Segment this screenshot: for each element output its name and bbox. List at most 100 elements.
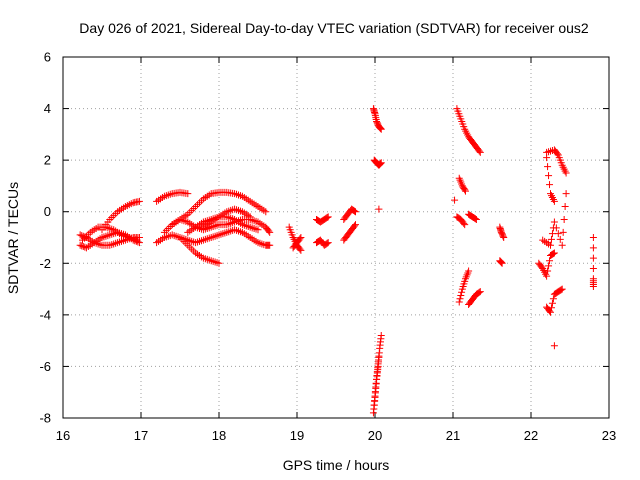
data-point <box>465 267 473 275</box>
data-point <box>589 254 597 262</box>
data-point <box>547 304 555 312</box>
data-point <box>548 230 556 238</box>
series-arc-23 <box>453 105 484 156</box>
data-point <box>557 286 565 294</box>
x-tick-label: 22 <box>524 428 538 443</box>
data-point <box>471 215 479 223</box>
series-arc-31 <box>496 257 506 267</box>
data-point <box>554 230 562 238</box>
data-point <box>78 242 86 250</box>
data-point <box>549 295 557 303</box>
data-point <box>562 169 570 177</box>
data-point <box>297 246 305 254</box>
data-point <box>547 241 554 249</box>
data-point <box>476 288 484 296</box>
data-point <box>550 218 558 226</box>
data-point <box>561 203 569 211</box>
x-tick-label: 20 <box>368 428 382 443</box>
data-point <box>254 226 262 234</box>
data-point <box>375 205 383 213</box>
series-arc-16 <box>340 221 359 244</box>
data-point <box>475 147 483 155</box>
data-point <box>547 308 554 316</box>
data-point <box>545 262 553 270</box>
data-point <box>133 236 141 244</box>
data-point <box>553 150 561 158</box>
data-point <box>560 215 568 223</box>
data-point <box>475 288 483 296</box>
data-point <box>548 299 556 307</box>
data-point <box>323 214 331 222</box>
series-arc-9 <box>176 226 274 249</box>
grid <box>63 57 609 418</box>
data-point <box>351 222 359 230</box>
data-point <box>589 282 597 290</box>
y-tick-label: 6 <box>44 50 51 65</box>
data-point <box>352 221 359 229</box>
x-axis-label: GPS time / hours <box>283 457 390 473</box>
y-axis-label: SDTVAR / TECUs <box>5 182 21 294</box>
series-arc-15 <box>313 236 332 249</box>
data-point <box>215 259 223 267</box>
data-point <box>296 235 304 243</box>
data-point <box>472 215 480 223</box>
data-point <box>460 219 468 227</box>
data-point <box>262 208 270 216</box>
data-point <box>552 224 560 232</box>
data-point <box>461 221 469 229</box>
series-arc-25 <box>451 196 459 204</box>
data-point <box>246 213 254 221</box>
data-point <box>543 272 551 280</box>
data-point <box>376 160 384 168</box>
series-arc-18 <box>369 105 385 133</box>
data-point <box>377 125 385 133</box>
data-point <box>76 231 84 239</box>
data-point <box>266 241 274 249</box>
y-tick-label: 0 <box>44 204 51 219</box>
data-point <box>546 257 554 265</box>
series-arc-22 <box>370 352 383 409</box>
data-point <box>451 196 459 204</box>
data-point <box>546 181 554 189</box>
data-point <box>547 235 555 243</box>
series-arc-17 <box>340 205 359 223</box>
data-point <box>549 250 557 258</box>
data-point <box>184 190 192 198</box>
y-tick-label: -4 <box>39 307 51 322</box>
data-point <box>352 208 359 216</box>
data-point <box>550 342 558 350</box>
data-point <box>265 227 273 235</box>
data-point <box>497 258 505 266</box>
data-point <box>589 264 597 272</box>
series-arc-14 <box>313 213 332 226</box>
x-tick-label: 18 <box>212 428 226 443</box>
data-point <box>297 234 305 241</box>
x-tick-label: 17 <box>134 428 148 443</box>
data-point <box>351 207 359 215</box>
series-arc-34 <box>539 190 570 249</box>
data-point <box>377 159 385 167</box>
series-arc-28 <box>455 267 473 306</box>
y-tick-label: 4 <box>44 101 51 116</box>
data-point <box>376 124 384 132</box>
data-point <box>545 172 553 180</box>
data-point <box>377 125 385 133</box>
data-point <box>543 154 551 162</box>
chart-title: Day 026 of 2021, Sidereal Day-to-day VTE… <box>79 20 589 36</box>
series-arc-36 <box>543 285 566 316</box>
y-tick-label: -2 <box>39 256 51 271</box>
data-point <box>589 234 597 241</box>
data-point <box>496 257 504 265</box>
data-point <box>457 292 465 300</box>
series-arc-33 <box>543 154 558 205</box>
data-point <box>559 228 567 236</box>
data-point <box>500 234 508 241</box>
data-point <box>455 298 463 306</box>
series-arc-11 <box>199 205 254 231</box>
data-point <box>456 295 464 303</box>
series-arc-37 <box>550 342 558 350</box>
data-point <box>323 239 331 247</box>
data-point <box>499 232 507 240</box>
data-point <box>324 213 332 221</box>
